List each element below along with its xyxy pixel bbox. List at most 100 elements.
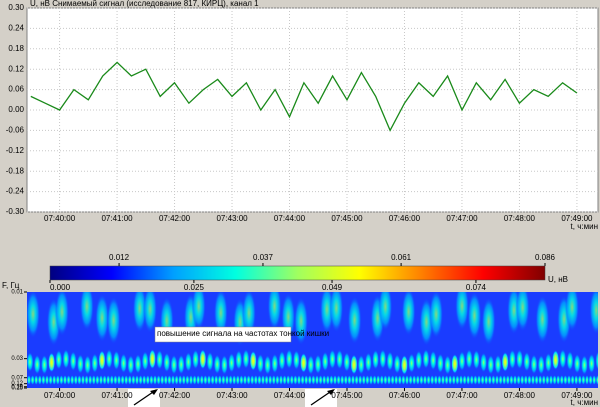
pattern-blob: [127, 375, 132, 385]
y-tick-label: 0.30: [8, 3, 24, 12]
pattern-blob: [487, 354, 495, 375]
pattern-blob: [315, 375, 319, 385]
y-tick-label: -0.12: [6, 146, 25, 155]
pattern-blob: [297, 375, 301, 385]
pattern-blob: [300, 352, 308, 373]
pattern-blob: [516, 375, 521, 385]
pattern-blob: [52, 375, 57, 385]
pattern-blob: [225, 375, 229, 385]
pattern-blob: [448, 375, 453, 385]
pattern-blob: [513, 375, 517, 385]
pattern-blob: [423, 375, 427, 385]
pattern-blob: [350, 354, 358, 375]
pattern-blob: [217, 375, 222, 385]
pattern-blob: [422, 349, 430, 370]
pattern-blob: [408, 375, 413, 385]
x-tick-label: 07:44:00: [274, 391, 306, 400]
pattern-blob: [149, 375, 154, 385]
pattern-blob: [343, 352, 351, 373]
line-series: [30, 61, 578, 132]
pattern-blob: [300, 375, 305, 385]
pattern-blob: [285, 349, 293, 370]
pattern-blob: [329, 375, 334, 385]
y-tick-label: 0.18: [8, 44, 24, 53]
pattern-blob: [196, 375, 201, 385]
colorbar-tick-label: 0.074: [466, 283, 487, 292]
pattern-blob: [473, 375, 478, 385]
y-tick-label: 0.06: [8, 85, 24, 94]
pattern-blob: [494, 354, 502, 375]
pattern-blob: [206, 351, 214, 372]
pattern-blob: [232, 375, 237, 385]
pattern-blob: [88, 375, 93, 385]
x-tick-label: 07:44:00: [274, 214, 306, 223]
pattern-blob: [141, 351, 149, 372]
colorbar-tick-label: 0.000: [50, 283, 71, 292]
pattern-blob: [573, 353, 581, 374]
pattern-blob: [570, 375, 575, 385]
pattern-blob: [401, 375, 406, 385]
pattern-blob: [55, 375, 60, 385]
x-tick-label: 07:49:00: [561, 391, 593, 400]
pattern-blob: [181, 375, 186, 385]
pattern-blob: [386, 351, 394, 372]
x-tick-label: 07:45:00: [331, 214, 363, 223]
y-tick-label: 0.24: [8, 24, 24, 33]
pattern-blob: [588, 353, 596, 374]
pattern-blob: [480, 375, 485, 385]
pattern-blob: [451, 353, 459, 374]
pattern-blob: [34, 375, 39, 385]
pattern-blob: [271, 353, 279, 374]
pattern-blob: [242, 292, 257, 338]
pattern-blob: [537, 354, 545, 375]
pattern-blob: [357, 354, 365, 375]
x-tick-label: 07:48:00: [504, 214, 536, 223]
pattern-blob: [451, 375, 456, 385]
x-axis-label: t, ч:мин: [571, 222, 598, 231]
pattern-blob: [535, 295, 550, 344]
pattern-blob: [40, 354, 48, 375]
annotation: повышение сигнала на частотах тонкой киш…: [157, 329, 329, 338]
pattern-blob: [279, 375, 283, 385]
pattern-blob: [563, 375, 568, 385]
pattern-blob: [294, 297, 309, 346]
pattern-blob: [167, 375, 172, 385]
pattern-blob: [105, 349, 113, 370]
pattern-blob: [142, 375, 147, 385]
pattern-blob: [491, 375, 496, 385]
pattern-blob: [243, 375, 247, 385]
pattern-blob: [246, 375, 251, 385]
pattern-blob: [340, 375, 345, 385]
pattern-blob: [495, 375, 499, 385]
pattern-blob: [239, 375, 244, 385]
pattern-blob: [282, 375, 287, 385]
pattern-blob: [595, 375, 598, 385]
pattern-blob: [588, 375, 593, 385]
pattern-blob: [549, 375, 553, 385]
pattern-blob: [69, 351, 77, 372]
pattern-blob: [515, 292, 530, 332]
y-tick-label: 0.03: [11, 356, 23, 362]
pattern-blob: [27, 352, 34, 372]
colorbar-tick-label: 0.012: [109, 253, 130, 262]
pattern-blob: [378, 292, 393, 331]
pattern-blob: [465, 349, 473, 370]
pattern-blob: [412, 375, 417, 385]
pattern-blob: [509, 375, 514, 385]
pattern-blob: [545, 375, 550, 385]
pattern-blob: [405, 375, 409, 385]
pattern-blob: [153, 375, 157, 385]
pattern-blob: [48, 375, 53, 385]
pattern-blob: [480, 352, 488, 373]
pattern-blob: [567, 375, 571, 385]
pattern-blob: [98, 350, 106, 371]
pattern-blob: [372, 349, 380, 370]
pattern-blob: [365, 375, 370, 385]
pattern-blob: [156, 375, 161, 385]
x-tick-label: 07:49:00: [561, 214, 593, 223]
pattern-blob: [27, 292, 40, 338]
pattern-blob: [170, 354, 178, 375]
pattern-blob: [171, 375, 175, 385]
pattern-blob: [203, 375, 208, 385]
pattern-blob: [76, 353, 84, 374]
